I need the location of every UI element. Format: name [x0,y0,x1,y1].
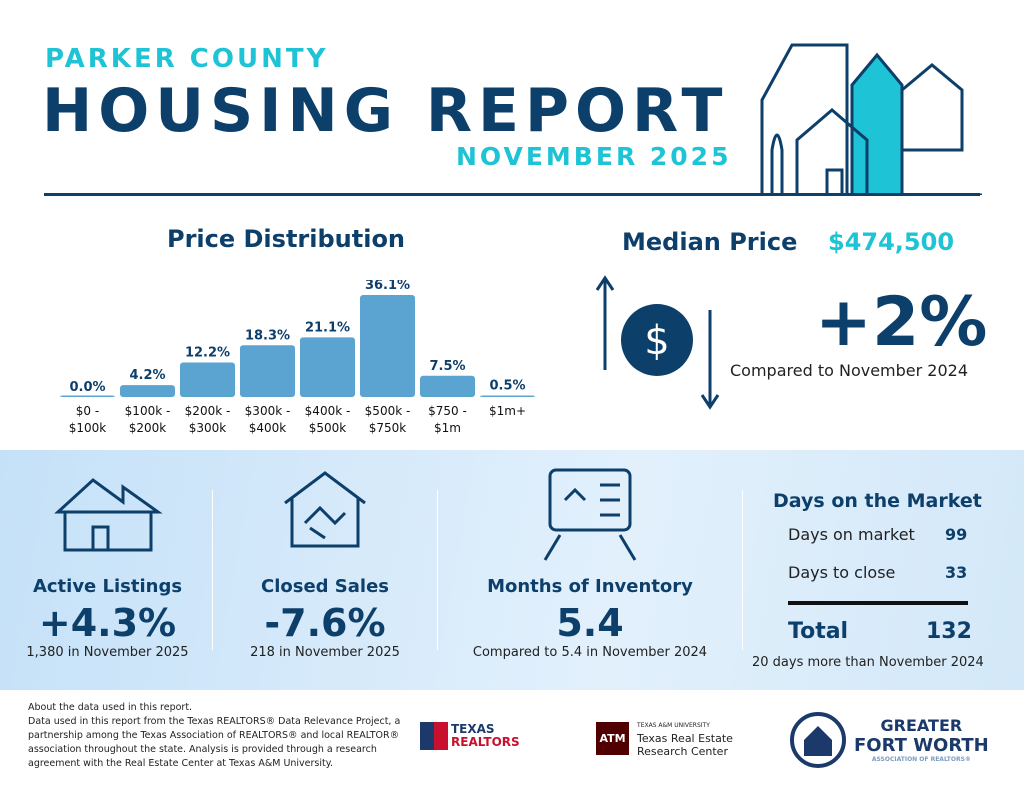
stat-active-listings: Active Listings +4.3% 1,380 in November … [20,450,195,690]
data-label: 7.5% [429,359,465,374]
bar [420,375,475,397]
logo-text: ASSOCIATION OF REALTORS® [871,756,971,763]
texas-realtors-logo: TEXAS REALTORS [420,722,520,750]
price-distribution-chart: 0.0% $0 - $100k 4.2% $100k - $200k 12.2% $200k … [60,280,535,435]
footer-note-title: About the data used in this report. [28,702,193,713]
stats-band [0,450,1024,690]
data-label: 21.1% [305,320,350,335]
tamu-mark-icon: ATM [596,722,629,755]
house-icon [53,478,163,552]
bar [300,337,355,397]
tablet-icon [543,468,637,561]
dom-row-value: 99 [945,525,968,544]
stat-months-inventory: Months of Inventory 5.4 Compared to 5.4 … [455,450,725,690]
tick-label: $1m+ [489,404,526,418]
bar [360,295,415,397]
tick-label: $300k [189,421,227,435]
stat-value: -7.6% [264,601,386,645]
dom-title: Days on the Market [773,490,982,512]
header-divider [44,193,980,196]
stat-label: Active Listings [32,576,183,597]
texas-realtors-mark-icon [420,722,448,750]
report-period: NOVEMBER 2025 [456,142,732,171]
data-label: 0.0% [69,380,105,395]
stat-sub: Compared to 5.4 in November 2024 [472,645,708,660]
houses-illustration-icon [752,43,982,195]
median-value: $474,500 [828,228,955,256]
chart-title: Price Distribution [167,225,406,253]
bar [180,362,235,397]
data-label: 36.1% [365,280,410,293]
dom-total-value: 132 [926,619,972,644]
tick-label: $200k [129,421,167,435]
logo-text: REALTORS [451,735,520,749]
gfw-logo: GREATER FORT WORTH ASSOCIATION OF REALTORS… [790,712,989,768]
stat-value: +4.3% [38,601,177,645]
tick-label: $0 - [76,404,99,418]
tick-label: $750 - [428,404,467,418]
dom-row-label: Days to close [788,563,896,582]
stat-label: Months of Inventory [487,576,693,597]
stat-sub: 1,380 in November 2025 [26,645,189,660]
tick-label: $400k - [305,404,351,418]
tick-label: $300k - [245,404,291,418]
dom-sub: 20 days more than November 2024 [752,655,984,670]
data-label: 4.2% [129,368,165,383]
tick-label: $750k [369,421,407,435]
stat-value: 5.4 [556,601,624,645]
logo-text: Texas Real Estate [637,732,733,745]
median-change: +2% [815,283,988,362]
tick-label: $200k - [185,404,231,418]
bar [60,395,115,397]
stat-closed-sales: Closed Sales -7.6% 218 in November 2025 [230,450,420,690]
tick-label: $400k [249,421,287,435]
data-label: 0.5% [489,379,525,394]
dollar-cycle-icon: $ [595,275,720,410]
logo-text: Research Center [637,745,728,758]
logo-text: GREATER [880,716,963,735]
gfw-mark-icon [790,712,846,768]
median-label: Median Price [622,228,798,256]
footer-note-body: Data used in this report from the Texas … [28,716,401,769]
bar [240,345,295,397]
county-name: PARKER COUNTY [45,44,329,74]
tick-label: $500k - [365,404,411,418]
tick-label: $100k [69,421,107,435]
page-title: HOUSING REPORT [42,76,729,146]
dom-total-label: Total [788,619,849,644]
stat-label: Closed Sales [260,576,390,597]
logo-text: FORT WORTH [854,735,989,756]
tick-label: $1m [434,421,461,435]
bar [120,385,175,397]
bar [480,395,535,397]
svg-text:$: $ [644,318,669,364]
median-compare: Compared to November 2024 [730,361,969,380]
tick-label: $500k [309,421,347,435]
stat-sub: 218 in November 2025 [250,645,400,660]
logo-text: TEXAS A&M UNIVERSITY [637,722,710,729]
tick-label: $100k - [125,404,171,418]
logo-text: TEXAS [451,722,495,736]
footer-note: About the data used in this report. Data… [28,701,408,771]
handshake-house-icon [284,471,366,548]
data-label: 18.3% [245,328,290,343]
dom-divider [788,601,968,605]
data-label: 12.2% [185,346,230,361]
tamu-logo: ATM TEXAS A&M UNIVERSITY Texas Real Estat… [596,719,733,758]
dom-row-label: Days on market [788,525,915,544]
dom-row-value: 33 [945,563,968,582]
